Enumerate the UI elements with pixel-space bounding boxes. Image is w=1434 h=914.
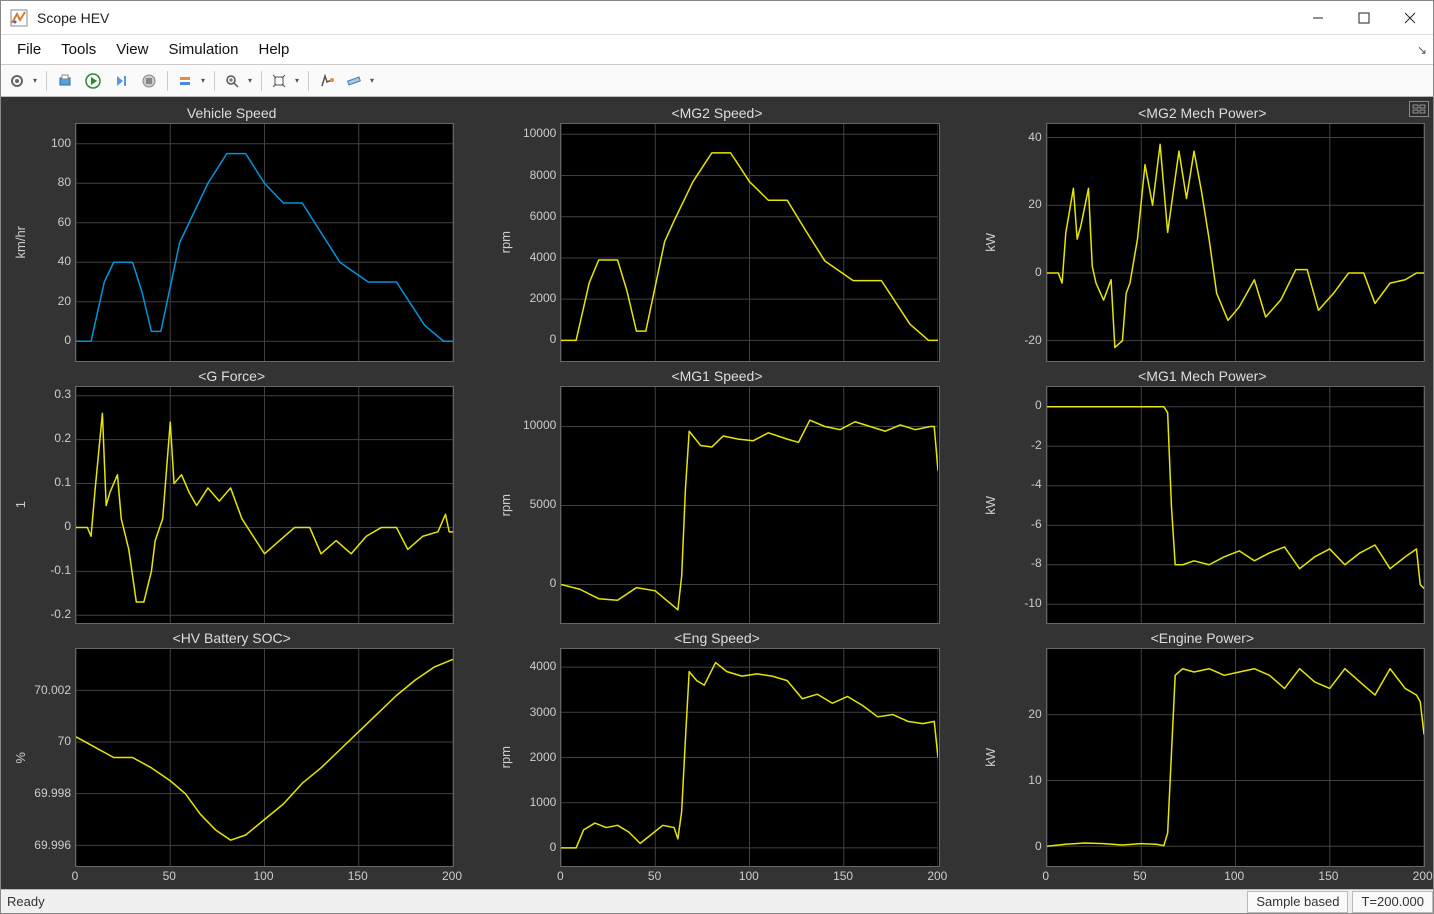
plot-cell: <MG1 Mech Power>kW-10-8-6-4-20 — [980, 366, 1425, 625]
plot-yticks: -2002040 — [1002, 123, 1046, 362]
plot-ylabel: 1 — [9, 386, 31, 625]
plot-yticks: 0200040006000800010000 — [516, 123, 560, 362]
plot-cell: <MG2 Mech Power>kW-2002040 — [980, 103, 1425, 362]
step-forward-button[interactable] — [108, 69, 134, 93]
plot-chart[interactable] — [1046, 123, 1425, 362]
status-mode: Sample based — [1247, 891, 1348, 913]
maximize-button[interactable] — [1341, 1, 1387, 34]
titlebar: Scope HEV — [1, 1, 1433, 35]
zoom-button[interactable] — [220, 69, 256, 93]
plot-cell: <MG1 Speed>rpm0500010000 — [494, 366, 939, 625]
plot-ylabel: % — [9, 648, 31, 867]
plot-chart[interactable] — [560, 648, 939, 867]
status-time: T=200.000 — [1352, 891, 1433, 913]
window-title: Scope HEV — [37, 10, 109, 26]
plot-title: <MG1 Speed> — [494, 366, 939, 386]
plot-chart[interactable] — [75, 648, 454, 867]
plot-title: <MG2 Speed> — [494, 103, 939, 123]
plot-title: <Engine Power> — [980, 628, 1425, 648]
plot-xticks: 050100150200 — [560, 867, 939, 887]
minimize-button[interactable] — [1295, 1, 1341, 34]
plot-cell: <Eng Speed>rpm01000200030004000050100150… — [494, 628, 939, 887]
expand-menu-icon[interactable]: ↘ — [1417, 43, 1427, 57]
plot-yticks: -10-8-6-4-20 — [1002, 386, 1046, 625]
highlight-button[interactable] — [173, 69, 209, 93]
plot-title: <G Force> — [9, 366, 454, 386]
plot-chart[interactable] — [560, 386, 939, 625]
plot-ylabel: kW — [980, 648, 1002, 867]
plot-xticks: 050100150200 — [75, 867, 454, 887]
window-controls — [1295, 1, 1433, 34]
plot-cell: <HV Battery SOC>%69.99669.9987070.002050… — [9, 628, 454, 887]
plot-cell: Vehicle Speedkm/hr020406080100 — [9, 103, 454, 362]
plot-ylabel: rpm — [494, 386, 516, 625]
plot-title: <HV Battery SOC> — [9, 628, 454, 648]
plot-chart[interactable] — [560, 123, 939, 362]
plot-yticks: 01020 — [1002, 648, 1046, 867]
menu-file[interactable]: File — [7, 37, 51, 62]
plot-xticks: 050100150200 — [1046, 867, 1425, 887]
plot-cell: <MG2 Speed>rpm0200040006000800010000 — [494, 103, 939, 362]
run-button[interactable] — [80, 69, 106, 93]
menu-simulation[interactable]: Simulation — [158, 37, 248, 62]
statusbar: Ready Sample based T=200.000 — [1, 889, 1433, 913]
close-button[interactable] — [1387, 1, 1433, 34]
toolbar — [1, 65, 1433, 97]
stop-button[interactable] — [136, 69, 162, 93]
plot-yticks: 020406080100 — [31, 123, 75, 362]
plot-title: <Eng Speed> — [494, 628, 939, 648]
plot-title: <MG2 Mech Power> — [980, 103, 1425, 123]
plot-ylabel: rpm — [494, 123, 516, 362]
menu-view[interactable]: View — [106, 37, 158, 62]
plot-chart[interactable] — [1046, 386, 1425, 625]
plot-ylabel: rpm — [494, 648, 516, 867]
plot-area: Vehicle Speedkm/hr020406080100<MG2 Speed… — [1, 97, 1433, 889]
settings-button[interactable] — [5, 69, 41, 93]
plot-chart[interactable] — [75, 123, 454, 362]
status-ready: Ready — [1, 894, 1243, 909]
plot-ylabel: kW — [980, 123, 1002, 362]
plot-title: Vehicle Speed — [9, 103, 454, 123]
app-icon — [9, 8, 29, 28]
cursor-button[interactable] — [314, 69, 340, 93]
plot-cell: <G Force>1-0.2-0.100.10.20.3 — [9, 366, 454, 625]
plot-yticks: 0500010000 — [516, 386, 560, 625]
plot-chart[interactable] — [1046, 648, 1425, 867]
plot-chart[interactable] — [75, 386, 454, 625]
print-button[interactable] — [52, 69, 78, 93]
plot-title: <MG1 Mech Power> — [980, 366, 1425, 386]
plot-ylabel: kW — [980, 386, 1002, 625]
measure-button[interactable] — [342, 69, 378, 93]
plot-cell: <Engine Power>kW01020050100150200 — [980, 628, 1425, 887]
plot-yticks: -0.2-0.100.10.20.3 — [31, 386, 75, 625]
fit-button[interactable] — [267, 69, 303, 93]
plot-yticks: 69.99669.9987070.002 — [31, 648, 75, 867]
menu-tools[interactable]: Tools — [51, 37, 106, 62]
menubar: File Tools View Simulation Help ↘ — [1, 35, 1433, 65]
plot-ylabel: km/hr — [9, 123, 31, 362]
plot-yticks: 01000200030004000 — [516, 648, 560, 867]
menu-help[interactable]: Help — [249, 37, 300, 62]
